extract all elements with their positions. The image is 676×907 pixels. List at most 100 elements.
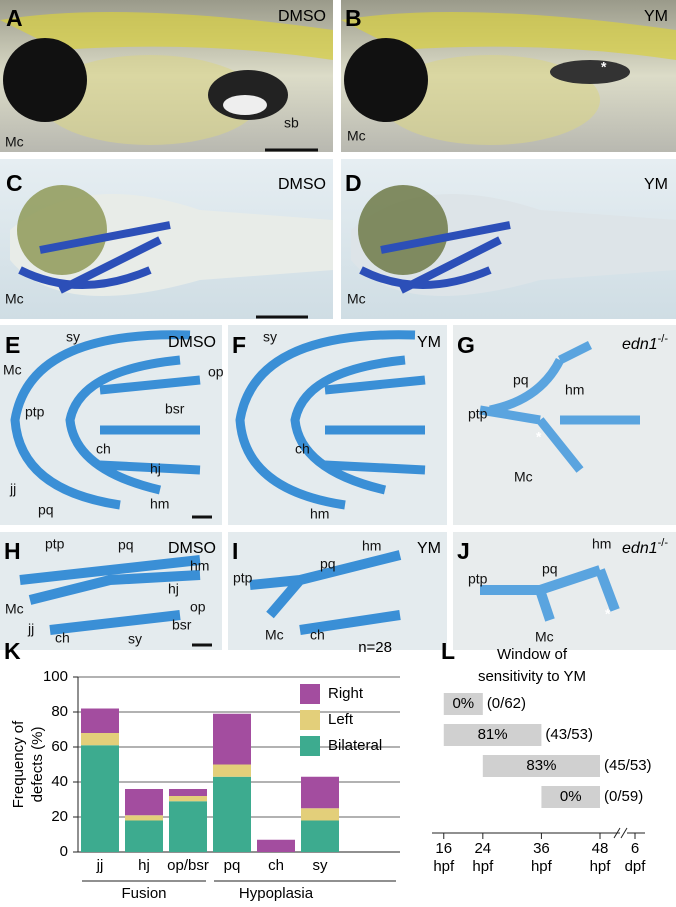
swim-bladder-shine <box>223 95 267 115</box>
structure-label: ch <box>55 630 70 646</box>
condition-label: YM <box>417 540 441 557</box>
bar-segment <box>81 708 119 733</box>
structure-label: Mc <box>265 627 284 643</box>
x-tick-unit: hpf <box>433 858 455 875</box>
structure-label: ch <box>295 441 310 457</box>
y-tick-label: 100 <box>43 668 68 685</box>
body <box>40 55 260 145</box>
panel-letter: F <box>232 332 246 358</box>
panel-letter: H <box>4 538 21 564</box>
structure-label: ptp <box>468 406 488 422</box>
structure-label: Mc <box>5 601 24 617</box>
group-label: Fusion <box>121 885 166 902</box>
panel-letter: C <box>6 170 23 196</box>
bar-segment <box>81 733 119 746</box>
cartilage <box>359 221 511 294</box>
body <box>380 55 600 145</box>
panel-letter: K <box>4 638 21 664</box>
photo <box>228 532 447 650</box>
annotation: n=28 <box>358 639 392 656</box>
bar-segment <box>301 808 339 821</box>
deflated-bladder <box>550 60 630 84</box>
eye <box>3 38 87 122</box>
condition-label: DMSO <box>168 334 216 351</box>
condition-label: DMSO <box>278 8 326 25</box>
structure-label: ch <box>96 441 111 457</box>
count-label: (0/59) <box>604 788 643 805</box>
x-tick-label: sy <box>313 857 329 874</box>
structure-label: hm <box>592 536 611 552</box>
structure-label: ptp <box>45 536 65 552</box>
value-label: 0% <box>452 695 474 712</box>
legend-label: Right <box>328 685 364 702</box>
count-label: (0/62) <box>487 695 526 712</box>
structure-label: Mc <box>5 134 24 150</box>
eye <box>344 38 428 122</box>
structure-label: jj <box>9 481 16 497</box>
legend-swatch <box>300 710 320 730</box>
panel-letter: L <box>441 638 455 664</box>
value-label: 0% <box>560 788 582 805</box>
structure-label: Mc <box>5 291 24 307</box>
genotype-superscript: -/- <box>658 333 669 345</box>
legend-label: Left <box>328 711 354 728</box>
bar-segment <box>213 764 251 777</box>
condition-label: YM <box>644 8 668 25</box>
x-tick-label: 36 <box>533 840 550 857</box>
y-tick-label: 40 <box>51 773 68 790</box>
bar-segment <box>257 839 295 852</box>
condition-label: edn1-/- <box>622 537 668 557</box>
structure-label: ptp <box>25 404 45 420</box>
structure-label: sb <box>284 115 299 131</box>
value-label: 83% <box>526 757 556 774</box>
condition-label: DMSO <box>278 176 326 193</box>
structure-label: * <box>536 429 542 445</box>
bar-segment <box>125 815 163 821</box>
photo <box>228 325 447 525</box>
photo-backgrounds <box>0 0 676 650</box>
bar-segment <box>213 713 251 765</box>
condition-label: edn1-/- <box>622 333 668 353</box>
legend-swatch <box>300 684 320 704</box>
x-tick-unit: hpf <box>531 858 553 875</box>
structure-label: pq <box>542 561 558 577</box>
bar-segment <box>213 776 251 852</box>
chart-title: sensitivity to YM <box>478 668 586 685</box>
genotype-superscript: -/- <box>658 537 669 549</box>
cartilage <box>480 565 620 622</box>
x-tick-label: jj <box>96 857 104 874</box>
y-tick-label: 80 <box>51 703 68 720</box>
y-tick-label: 60 <box>51 738 68 755</box>
structure-label: hm <box>190 558 209 574</box>
structure-label: sy <box>263 329 277 345</box>
x-tick-label: hj <box>138 857 150 874</box>
structure-label: ch <box>310 627 325 643</box>
chart-title: Window of <box>497 646 568 663</box>
bar-segment <box>125 789 163 816</box>
y-axis-title: Frequency of defects (%) <box>10 720 46 808</box>
legend-label: Bilateral <box>328 737 382 754</box>
x-tick-label: pq <box>224 857 241 874</box>
x-tick-label: ch <box>268 857 284 874</box>
value-label: 81% <box>478 726 508 743</box>
structure-label: sy <box>128 631 142 647</box>
structure-label: hm <box>310 506 329 522</box>
structure-label: op <box>208 364 224 380</box>
structure-label: bsr <box>165 401 185 417</box>
count-label: (43/53) <box>545 726 593 743</box>
condition-label: DMSO <box>168 540 216 557</box>
x-tick-label: 24 <box>474 840 491 857</box>
bar-segment <box>301 776 339 809</box>
x-tick-label: op/bsr <box>167 857 209 874</box>
panel-letter: G <box>457 332 475 358</box>
bar-segment <box>125 820 163 852</box>
structure-label: ptp <box>468 571 488 587</box>
eye <box>358 185 448 275</box>
condition-label: YM <box>644 176 668 193</box>
group-label: Hypoplasia <box>239 885 314 902</box>
structure-label: pq <box>320 556 336 572</box>
structure-label: Mc <box>3 362 22 378</box>
